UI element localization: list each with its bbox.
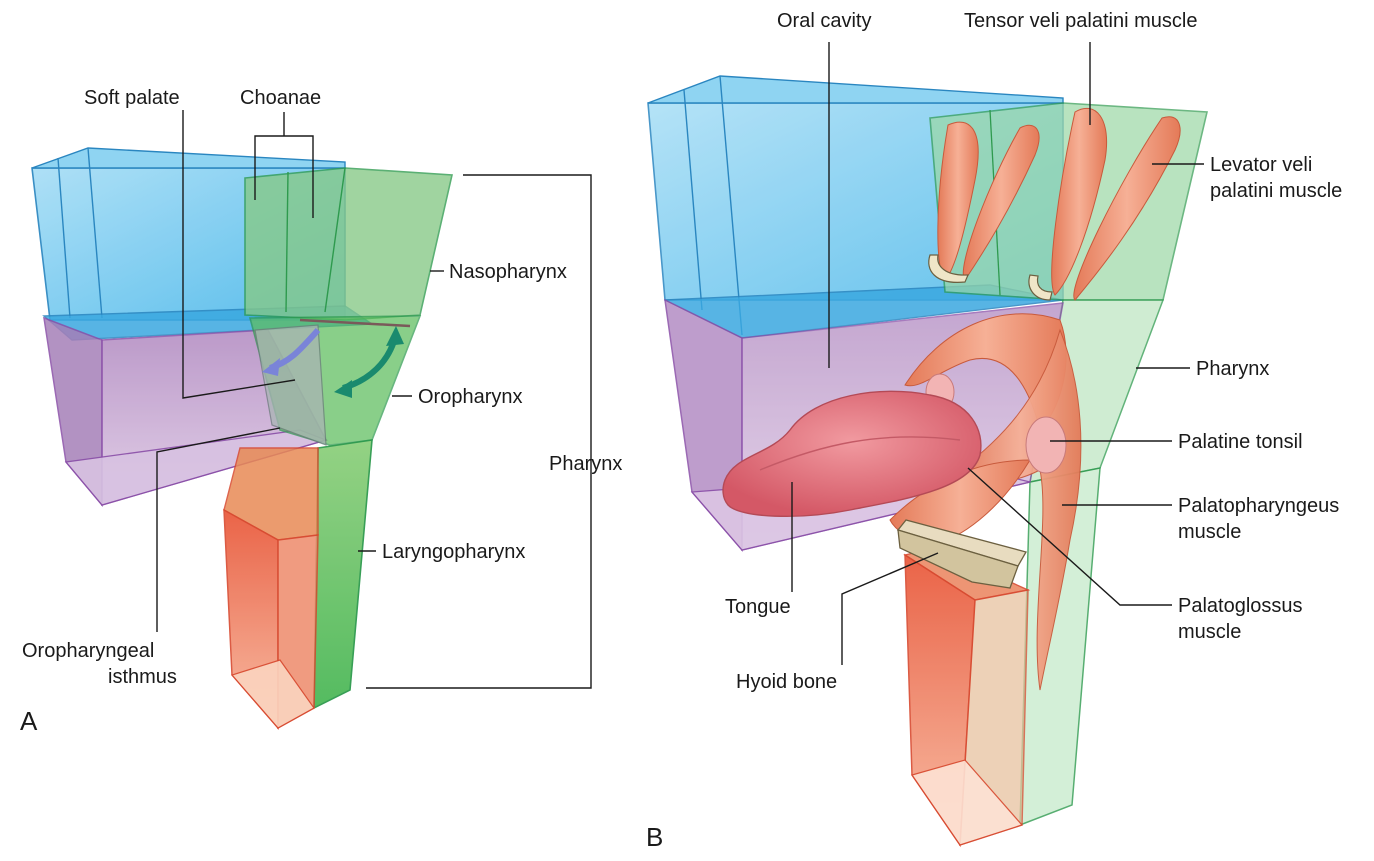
levator-veli-palatini-muscles xyxy=(962,116,1181,301)
label-tensor-veli-palatini: Tensor veli palatini muscle xyxy=(964,10,1197,32)
hamulus-hooks xyxy=(928,254,1053,301)
label-choanae: Choanae xyxy=(240,87,321,109)
tongue-shape xyxy=(722,390,982,518)
soft-palate-edge xyxy=(299,318,411,328)
arrow-head-purple xyxy=(262,358,280,376)
label-levator-veli-palatini-1: Levator veli xyxy=(1210,154,1312,176)
label-pharynx-a: Pharynx xyxy=(549,453,622,475)
label-palatoglossus-1: Palatoglossus xyxy=(1178,595,1303,617)
label-nasopharynx: Nasopharynx xyxy=(449,261,567,283)
label-laryngopharynx: Laryngopharynx xyxy=(382,541,525,563)
arrow-head-teal-top xyxy=(386,326,404,346)
panel-b: Oral cavity Tensor veli palatini muscle … xyxy=(646,10,1342,852)
arrow-head-teal-bottom xyxy=(334,380,352,398)
label-oral-cavity: Oral cavity xyxy=(777,10,871,32)
label-oropharyngeal-isthmus-1: Oropharyngeal xyxy=(22,640,154,662)
leader-oropharyngeal-isthmus xyxy=(156,427,281,632)
label-oropharyngeal-isthmus-2: isthmus xyxy=(108,666,177,688)
label-soft-palate: Soft palate xyxy=(84,87,180,109)
larynx-box xyxy=(223,447,319,731)
label-levator-veli-palatini-2: palatini muscle xyxy=(1210,180,1342,202)
leader-soft-palate xyxy=(182,110,296,399)
label-pharynx-b: Pharynx xyxy=(1196,358,1269,380)
leader-palatoglossus xyxy=(967,467,1172,606)
panel-letter-b: B xyxy=(646,822,663,852)
hyoid-bone xyxy=(896,519,1027,589)
label-hyoid-bone: Hyoid bone xyxy=(736,671,837,693)
label-oropharynx: Oropharynx xyxy=(418,386,523,408)
leader-hyoid-bone xyxy=(841,552,939,665)
label-tongue: Tongue xyxy=(725,596,791,618)
tongue-midline xyxy=(759,436,961,471)
palatine-tonsil-right xyxy=(1025,416,1067,474)
label-palatopharyngeus-2: muscle xyxy=(1178,521,1241,543)
label-palatine-tonsil: Palatine tonsil xyxy=(1178,431,1303,453)
label-palatoglossus-2: muscle xyxy=(1178,621,1241,643)
panel-letter-a: A xyxy=(20,706,38,736)
laryngopharynx-box xyxy=(313,439,373,710)
nasopharynx-box xyxy=(244,167,453,321)
panel-a: Soft palate Choanae Nasopharynx Orophary… xyxy=(20,87,622,736)
bracket-pharynx-a xyxy=(366,174,592,689)
oropharynx-box xyxy=(248,315,422,446)
tensor-veli-palatini-muscles xyxy=(937,107,1107,296)
label-palatopharyngeus-1: Palatopharyngeus xyxy=(1178,495,1339,517)
larynx-box-b xyxy=(903,547,1031,848)
